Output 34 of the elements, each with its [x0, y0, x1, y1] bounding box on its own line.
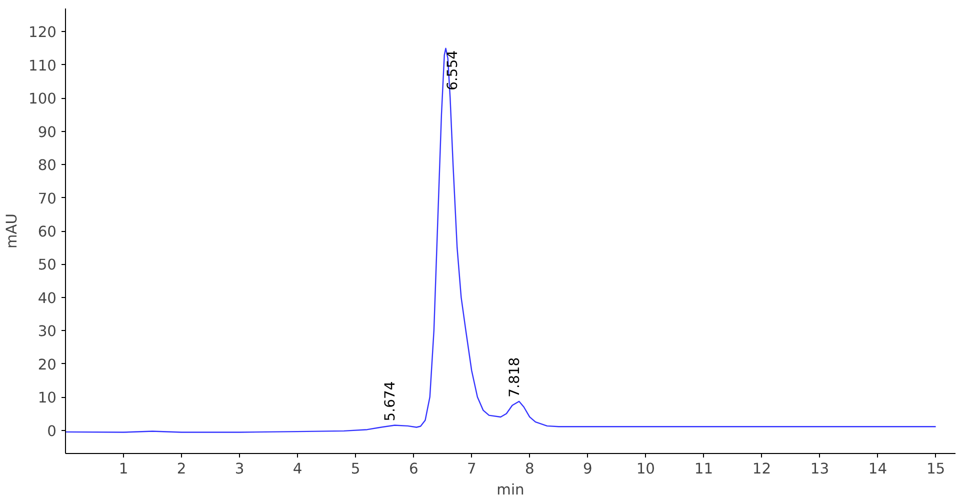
x-tick-label: 6 [408, 460, 418, 478]
y-tick-label: 120 [28, 24, 57, 42]
x-tick-label: 3 [234, 460, 244, 478]
y-tick-label: 60 [38, 224, 57, 240]
y-tick-label: 50 [38, 256, 57, 274]
x-tick-label: 5 [350, 460, 360, 478]
annotation: 7.818 [507, 357, 524, 398]
x-tick-label: 10 [636, 460, 656, 478]
annotation: 6.554 [444, 50, 461, 90]
y-tick-label: 0 [47, 422, 57, 440]
y-tick-label: 40 [38, 290, 57, 307]
y-tick-label: 70 [38, 190, 57, 208]
x-tick-label: 8 [524, 460, 534, 478]
line-series [66, 48, 936, 433]
annotation: 5.674 [382, 381, 399, 422]
x-tick-label: 1 [118, 460, 128, 478]
x-tick-label: 13 [810, 460, 830, 478]
y-tick-label: 90 [38, 124, 57, 141]
x-tick-label: 7 [466, 460, 476, 478]
x-tick-label: 9 [583, 460, 592, 478]
y-tick-label: 110 [28, 57, 57, 74]
x-tick-label: 4 [292, 460, 302, 478]
y-tick-label: 80 [38, 157, 57, 174]
y-tick-label: 10 [38, 390, 57, 407]
y-tick-label: 30 [38, 323, 57, 340]
x-tick-label: 14 [868, 460, 888, 478]
y-axis-title: mAU [4, 213, 21, 249]
x-axis-title: min [496, 482, 524, 498]
x-tick-label: 15 [926, 460, 946, 478]
x-tick-label: 11 [694, 460, 714, 478]
x-tick-label: 12 [752, 460, 772, 478]
y-tick-label: 20 [38, 356, 57, 374]
x-tick-label: 2 [176, 460, 186, 478]
y-tick-label: 100 [28, 90, 57, 108]
